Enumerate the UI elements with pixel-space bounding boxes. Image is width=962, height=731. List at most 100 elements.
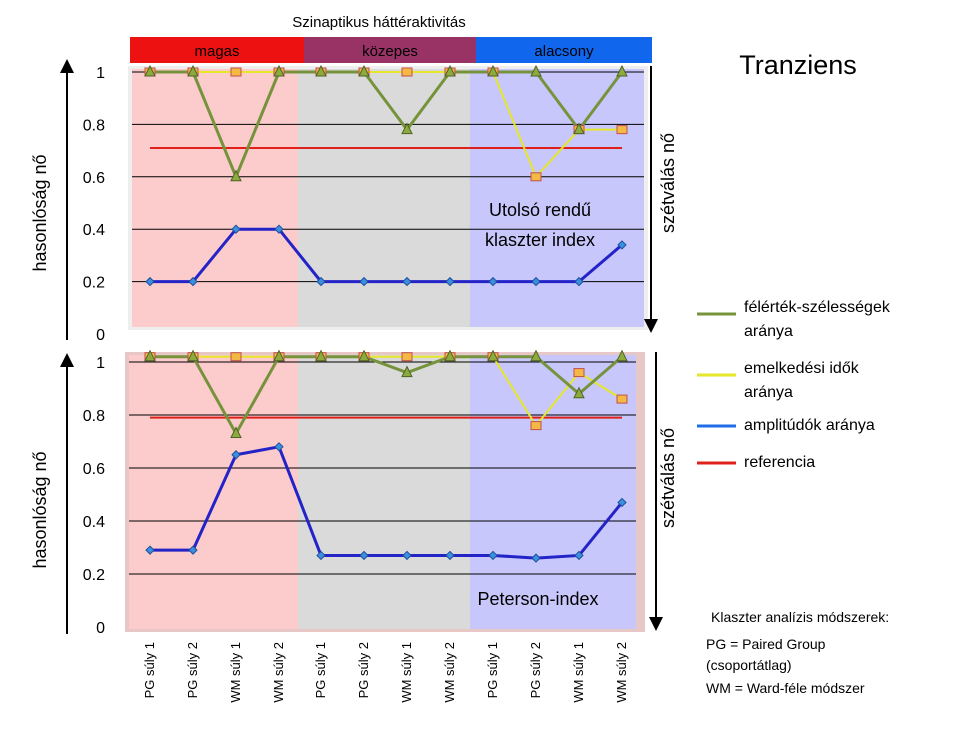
notes-line-wm: WM = Ward-féle módszer xyxy=(706,680,865,696)
band-2 xyxy=(304,37,476,63)
point-half-width xyxy=(273,349,285,362)
y-tick-label: 0.6 xyxy=(83,170,105,187)
series-line-triangle xyxy=(150,355,623,437)
x-category-label: PG súly 1 xyxy=(485,642,500,698)
y-tick-label: 1 xyxy=(96,65,105,82)
header-title: Szinaptikus háttéraktivitás xyxy=(292,14,465,31)
legend-label: referencia xyxy=(744,454,815,471)
legend-label-line: félérték-szélességek xyxy=(744,299,891,316)
y-axis-label: hasonlóság nő xyxy=(30,154,50,271)
legend: félérték-szélességek aránya emelkedési idő… xyxy=(697,299,891,471)
point-half-width xyxy=(487,64,499,77)
series-line-square xyxy=(150,355,623,428)
point-amplitude xyxy=(617,497,627,508)
series-line-diamond xyxy=(150,445,624,560)
point-rise-time xyxy=(230,67,242,77)
x-category-label: PG súly 2 xyxy=(528,642,543,698)
point-amplitude xyxy=(145,276,155,287)
notes-heading: Klaszter analízis módszerek: xyxy=(711,609,889,625)
y-tick-label: 0.4 xyxy=(83,514,105,531)
x-category-label: PG súly 1 xyxy=(313,642,328,698)
series-line-square xyxy=(150,71,622,179)
y-axis-label: hasonlóság nő xyxy=(30,451,50,568)
point-amplitude xyxy=(617,240,627,250)
x-category-label: WM súly 1 xyxy=(571,642,586,703)
legend-label: félérték-szélességek aránya xyxy=(744,299,891,340)
y-tick-label: 0 xyxy=(96,327,105,344)
point-amplitude xyxy=(445,550,455,561)
point-half-width xyxy=(444,64,456,77)
point-rise-time xyxy=(616,125,628,135)
point-half-width xyxy=(315,64,327,77)
chart-annotation: Peterson-index xyxy=(477,589,598,609)
point-amplitude xyxy=(231,224,241,234)
legend-label-line: emelkedési idők xyxy=(744,360,860,377)
point-half-width xyxy=(230,426,242,439)
point-amplitude xyxy=(188,276,198,287)
point-amplitude xyxy=(188,545,198,555)
region-shade-2 xyxy=(298,69,470,327)
point-half-width xyxy=(401,365,413,378)
point-rise-time xyxy=(530,421,542,431)
series-line-diamond xyxy=(150,227,623,284)
point-half-width xyxy=(530,64,542,77)
point-amplitude xyxy=(359,276,369,287)
x-category-label: PG súly 1 xyxy=(142,642,157,698)
point-amplitude xyxy=(359,550,369,561)
x-category-label: WM súly 1 xyxy=(228,642,243,703)
point-half-width xyxy=(230,169,242,182)
point-amplitude xyxy=(274,224,284,234)
y-tick-label: 0 xyxy=(96,620,105,637)
point-amplitude xyxy=(316,276,326,287)
point-amplitude xyxy=(574,550,584,561)
point-half-width xyxy=(487,349,499,362)
region-shade-3 xyxy=(470,69,644,327)
band-label: alacsony xyxy=(534,43,594,60)
point-half-width xyxy=(401,122,413,135)
point-rise-time xyxy=(401,67,413,77)
point-amplitude xyxy=(145,545,155,555)
main-title: Tranziens xyxy=(739,50,857,80)
separation-label: szétválás nő xyxy=(658,133,678,233)
point-half-width xyxy=(315,349,327,362)
point-amplitude xyxy=(402,550,412,561)
band-3 xyxy=(476,37,652,63)
point-rise-time xyxy=(530,172,542,182)
point-half-width xyxy=(530,349,542,362)
separation-label: szétválás nő xyxy=(658,428,678,528)
x-category-label: PG súly 2 xyxy=(185,642,200,698)
point-rise-time xyxy=(401,352,413,362)
point-half-width xyxy=(187,349,199,362)
x-category-label: PG súly 2 xyxy=(356,642,371,698)
point-amplitude xyxy=(488,550,498,561)
region-shade-2 xyxy=(298,355,470,629)
point-amplitude xyxy=(231,450,241,460)
band-1 xyxy=(130,37,304,63)
point-half-width xyxy=(187,64,199,77)
point-amplitude xyxy=(402,276,412,287)
point-rise-time xyxy=(616,394,628,404)
series-line-triangle xyxy=(150,70,624,181)
band-label: közepes xyxy=(362,43,418,60)
y-tick-label: 1 xyxy=(96,355,105,372)
point-half-width xyxy=(273,64,285,77)
point-half-width xyxy=(358,349,370,362)
legend-label-line: aránya xyxy=(744,384,793,401)
point-half-width xyxy=(573,386,585,399)
y-tick-label: 0.4 xyxy=(83,222,105,239)
point-amplitude xyxy=(531,553,541,563)
activity-bands: magas közepes alacsony xyxy=(130,37,652,63)
region-shade-3 xyxy=(470,355,636,629)
chart-annotation: Utolsó rendű xyxy=(489,200,591,220)
point-half-width xyxy=(616,64,628,77)
point-half-width xyxy=(144,349,156,362)
method-notes: Klaszter analízis módszerek: PG = Paired… xyxy=(706,609,889,696)
point-half-width xyxy=(358,64,370,77)
y-tick-label: 0.8 xyxy=(83,408,105,425)
legend-label-line: aránya xyxy=(744,323,793,340)
band-label: magas xyxy=(194,43,239,60)
x-category-label: WM súly 2 xyxy=(442,642,457,703)
point-half-width xyxy=(144,64,156,77)
point-amplitude xyxy=(316,550,326,561)
